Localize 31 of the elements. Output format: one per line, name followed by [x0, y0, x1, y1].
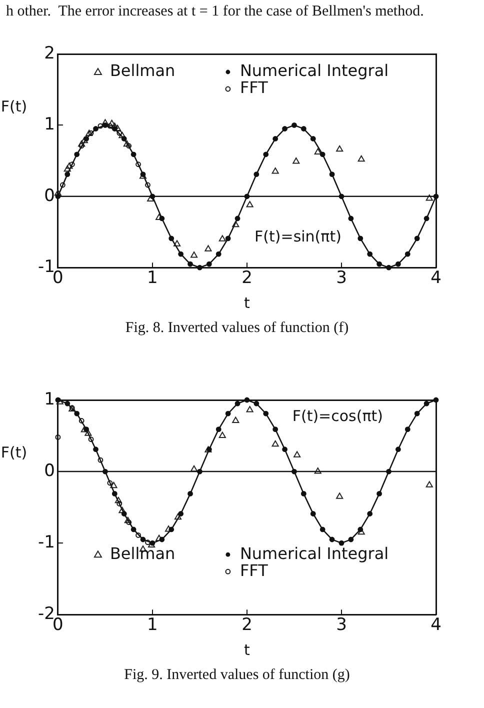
x-tick-label: 1: [147, 268, 158, 288]
legend-label: Bellman: [110, 61, 176, 80]
legend-label: FFT: [240, 560, 268, 580]
text: h other. The error increases at t = 1 for the case of Bellmen's method.: [6, 3, 424, 20]
y-tick-label: 0: [44, 460, 55, 481]
text: Fig. 8. Inverted values of function (f): [125, 320, 349, 336]
y-tick-label: 1: [44, 389, 55, 410]
y-tick-label: -1: [38, 532, 55, 552]
x-axis-title: t: [244, 640, 250, 659]
y-tick-label: -2: [38, 604, 55, 624]
x-tick-label: 4: [430, 268, 442, 288]
x-tick-label: 3: [336, 268, 347, 288]
y-axis-title: F(t): [0, 444, 28, 462]
legend-label: FFT: [240, 78, 268, 98]
text: Fig. 9. Inverted values of function (g): [124, 666, 350, 683]
series-label: F(t)=sin(πt): [254, 228, 342, 246]
y-tick-label: 2: [44, 43, 55, 64]
series-label: F(t)=cos(πt): [292, 407, 383, 426]
x-axis-title: t: [244, 294, 250, 312]
y-tick-label: -1: [38, 257, 55, 278]
x-tick-label: 1: [147, 615, 158, 636]
y-tick-label: 0: [44, 186, 55, 206]
legend-label: Bellman: [110, 544, 176, 563]
y-tick-label: 1: [44, 114, 55, 135]
y-axis-title: F(t): [0, 97, 28, 116]
legend-label: Numerical Integral: [240, 61, 389, 80]
x-tick-label: 3: [336, 615, 347, 636]
x-tick-label: 4: [430, 615, 442, 636]
x-tick-label: 2: [242, 615, 252, 636]
x-tick-label: 2: [242, 268, 252, 288]
legend-label: Numerical Integral: [240, 544, 389, 563]
